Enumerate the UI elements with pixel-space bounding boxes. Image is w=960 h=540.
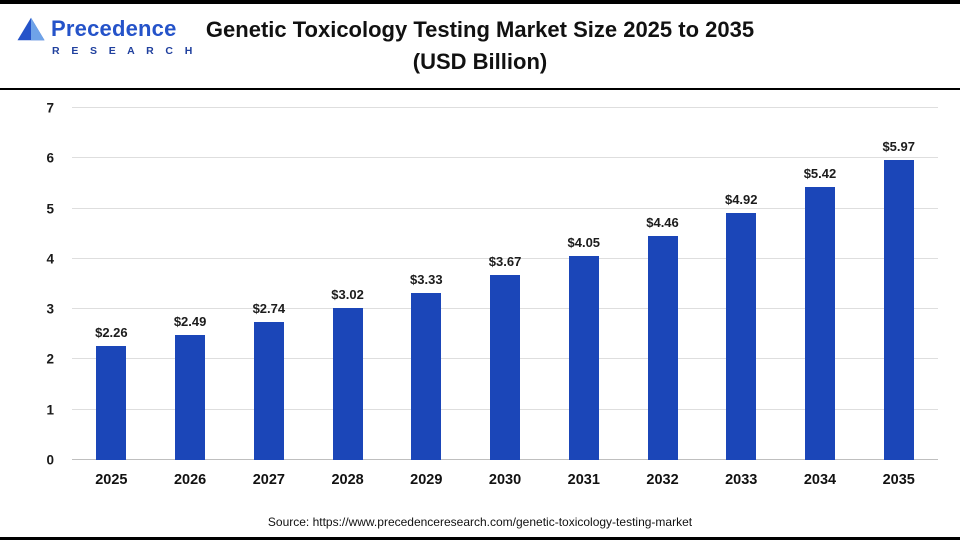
gridline <box>72 257 938 259</box>
bar-group: $5.97 <box>859 108 938 460</box>
title-line-2: (USD Billion) <box>412 48 548 74</box>
bar-group: $2.49 <box>151 108 230 460</box>
footer: Source: https://www.precedenceresearch.c… <box>0 507 960 537</box>
x-tick-label: 2034 <box>803 472 837 488</box>
source-text: Source: https://www.precedenceresearch.c… <box>267 515 693 529</box>
bar-group: $2.74 <box>229 108 308 460</box>
logo-icon <box>17 17 45 41</box>
bar-value-label: $2.49 <box>173 313 207 329</box>
plot-area: $2.26 $2.49 $2.74 $3.02 $3.33 $3.67 $4.05 $4.46… <box>72 107 938 460</box>
bar-value-label: $5.97 <box>882 138 915 154</box>
y-tick-label: 4 <box>46 251 54 267</box>
y-tick-label: 7 <box>46 100 54 116</box>
bar <box>96 346 127 460</box>
header: Precedence R E S E A R C H Genetic Toxic… <box>0 4 960 90</box>
x-axis: 2025 2026 2027 2028 2029 2030 2031 2032 2033 2034… <box>72 464 938 494</box>
bar <box>726 212 757 460</box>
bar <box>175 334 206 460</box>
bar <box>253 322 284 460</box>
bar-group: $2.26 <box>72 108 151 460</box>
y-tick-label: 5 <box>46 201 54 217</box>
y-tick-label: 6 <box>46 150 54 166</box>
bar-value-label: $3.02 <box>331 287 364 303</box>
bar <box>804 187 835 460</box>
logo-name: Precedence <box>51 16 177 41</box>
title-line-1: Genetic Toxicology Testing Market Size 2… <box>205 17 755 42</box>
bar-value-label: $3.67 <box>488 254 522 270</box>
gridline <box>72 157 938 159</box>
y-tick-label: 2 <box>46 351 54 367</box>
bar <box>883 159 914 460</box>
bar-group: $5.42 <box>781 108 860 460</box>
bars-layer: $2.26 $2.49 $2.74 $3.02 $3.33 $3.67 $4.05 $4.46… <box>72 108 938 460</box>
bar-group: $3.67 <box>466 108 545 460</box>
bar-group: $3.02 <box>308 108 387 460</box>
x-tick-label: 2031 <box>567 472 600 488</box>
bar <box>568 256 599 460</box>
bar <box>490 275 521 460</box>
bar <box>411 292 442 460</box>
bar <box>332 308 363 460</box>
y-tick-label: 0 <box>46 452 54 468</box>
logo: Precedence R E S E A R C H <box>16 16 197 57</box>
bar-value-label: $4.46 <box>646 214 679 230</box>
x-tick-label: 2033 <box>725 472 758 488</box>
y-axis: 0 1 2 3 4 5 6 7 <box>10 101 66 468</box>
x-tick-label: 2025 <box>95 472 128 488</box>
bar-group: $4.92 <box>702 108 781 460</box>
gridline <box>72 107 938 108</box>
bar-group: $4.05 <box>544 108 623 460</box>
bar-value-label: $4.05 <box>567 235 601 251</box>
page-title: Genetic Toxicology Testing Market Size 2… <box>0 14 960 78</box>
logo-subtitle: R E S E A R C H <box>52 45 197 57</box>
bar-value-label: $5.42 <box>803 166 837 182</box>
x-tick-label: 2030 <box>488 472 522 488</box>
bar <box>647 235 678 460</box>
bar-group: $4.46 <box>623 108 702 460</box>
bar-value-label: $3.33 <box>410 271 443 287</box>
bar-value-label: $2.26 <box>95 325 128 341</box>
y-tick-label: 1 <box>46 402 54 418</box>
x-tick-label: 2028 <box>331 472 364 488</box>
x-tick-label: 2027 <box>252 472 285 488</box>
x-tick-label: 2035 <box>882 472 915 488</box>
bar-value-label: $4.92 <box>724 191 758 207</box>
bar-group: $3.33 <box>387 108 466 460</box>
x-tick-label: 2029 <box>410 472 443 488</box>
y-tick-label: 3 <box>46 301 54 317</box>
x-tick-label: 2026 <box>173 472 207 488</box>
bar-value-label: $2.74 <box>252 301 286 317</box>
gridline <box>72 207 938 209</box>
x-tick-label: 2032 <box>646 472 679 488</box>
